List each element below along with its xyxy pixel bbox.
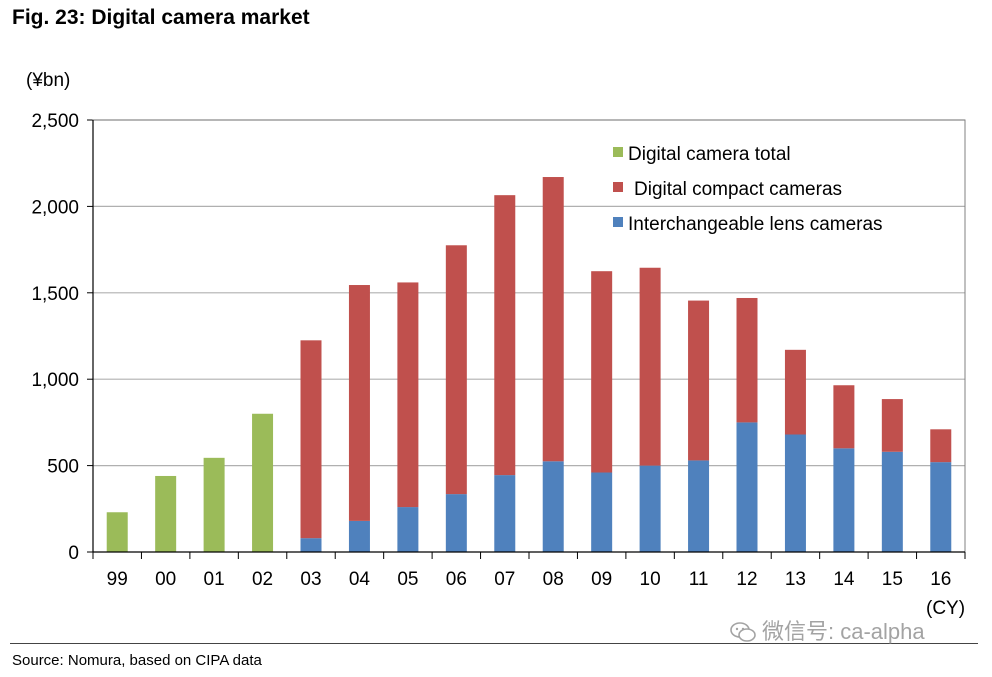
y-axis-unit-label: (¥bn) (26, 70, 71, 91)
x-tick-label-05: 05 (397, 569, 418, 590)
bar-interchangeable-lens-cameras-14 (833, 448, 855, 552)
bar-digital-compact-cameras-16 (930, 429, 952, 463)
bar-digital-camera-total-99 (106, 512, 128, 552)
bar-interchangeable-lens-cameras-08 (542, 461, 564, 552)
bar-digital-compact-cameras-09 (591, 271, 613, 473)
x-tick-label-06: 06 (446, 569, 467, 590)
bar-interchangeable-lens-cameras-15 (881, 451, 903, 552)
x-tick-label-09: 09 (591, 569, 612, 590)
x-tick-label-11: 11 (689, 569, 709, 590)
bar-interchangeable-lens-cameras-12 (736, 422, 758, 552)
legend-label-interchangeable-lens-cameras: Interchangeable lens cameras (628, 214, 883, 235)
bar-interchangeable-lens-cameras-06 (445, 494, 467, 552)
bar-interchangeable-lens-cameras-10 (639, 465, 661, 552)
legend-swatch-digital-compact-cameras (613, 182, 623, 192)
bar-digital-compact-cameras-12 (736, 297, 758, 423)
bar-interchangeable-lens-cameras-04 (348, 520, 370, 552)
x-tick-label-02: 02 (252, 569, 273, 590)
legend: Digital camera total Digital compact came… (613, 144, 883, 235)
bar-digital-compact-cameras-11 (688, 300, 710, 461)
bar-digital-compact-cameras-15 (881, 399, 903, 452)
bar-interchangeable-lens-cameras-11 (688, 460, 710, 552)
bar-digital-compact-cameras-05 (397, 282, 419, 508)
watermark: 微信号: ca-alpha (730, 614, 925, 646)
x-tick-label-10: 10 (640, 569, 661, 590)
y-tick-label: 2,000 (31, 197, 79, 218)
footer-divider (10, 643, 978, 644)
x-tick-label-07: 07 (494, 569, 515, 590)
bar-digital-compact-cameras-03 (300, 340, 322, 539)
bar-digital-compact-cameras-08 (542, 177, 564, 462)
bar-digital-camera-total-00 (155, 475, 177, 552)
bar-digital-camera-total-01 (203, 457, 225, 552)
wechat-icon (730, 622, 756, 642)
watermark-text: 微信号: ca-alpha (762, 619, 925, 644)
bar-digital-camera-total-02 (252, 413, 274, 552)
legend-swatch-interchangeable-lens-cameras (613, 217, 623, 227)
bar-digital-compact-cameras-14 (833, 385, 855, 449)
bar-interchangeable-lens-cameras-05 (397, 507, 419, 552)
y-tick-labels: 0 500 1,000 1,500 2,000 2,500 (31, 111, 79, 564)
legend-label-digital-compact-cameras: Digital compact cameras (634, 179, 842, 200)
bar-digital-compact-cameras-06 (445, 245, 467, 495)
x-tick-label-13: 13 (785, 569, 806, 590)
bar-digital-compact-cameras-07 (494, 195, 516, 476)
x-tick-label-16: 16 (930, 569, 951, 590)
bar-interchangeable-lens-cameras-13 (784, 434, 806, 552)
bar-digital-compact-cameras-10 (639, 267, 661, 466)
x-tick-label-00: 00 (155, 569, 176, 590)
x-tick-label-04: 04 (349, 569, 371, 590)
x-tick-label-01: 01 (204, 569, 225, 590)
bar-digital-compact-cameras-13 (784, 349, 806, 435)
legend-swatch-digital-camera-total (613, 147, 623, 157)
x-tick-label-15: 15 (882, 569, 903, 590)
y-tick-label: 2,500 (31, 111, 79, 132)
bar-digital-compact-cameras-04 (348, 285, 370, 521)
y-tick-label: 1,500 (31, 284, 79, 305)
bar-interchangeable-lens-cameras-16 (930, 462, 952, 552)
x-tick-label-99: 99 (107, 569, 128, 590)
source-note: Source: Nomura, based on CIPA data (12, 652, 262, 669)
bar-interchangeable-lens-cameras-03 (300, 538, 322, 552)
y-tick-label: 500 (47, 457, 79, 478)
x-tick-labels: 99 00 01 02 03 04 05 06 07 08 09 10 11 12 13 14 15 16 (107, 569, 952, 590)
legend-label-digital-camera-total: Digital camera total (628, 144, 791, 165)
axes (87, 119, 966, 559)
x-tick-label-14: 14 (833, 569, 855, 590)
x-tick-label-08: 08 (543, 569, 564, 590)
bar-interchangeable-lens-cameras-09 (591, 472, 613, 552)
y-tick-label: 0 (68, 543, 79, 564)
figure-title: Fig. 23: Digital camera market (12, 6, 310, 29)
bars (106, 177, 952, 552)
x-axis-unit-label: (CY) (926, 598, 966, 619)
bar-interchangeable-lens-cameras-07 (494, 475, 516, 552)
y-tick-label: 1,000 (31, 370, 79, 391)
x-tick-label-03: 03 (300, 569, 321, 590)
x-tick-label-12: 12 (736, 569, 757, 590)
